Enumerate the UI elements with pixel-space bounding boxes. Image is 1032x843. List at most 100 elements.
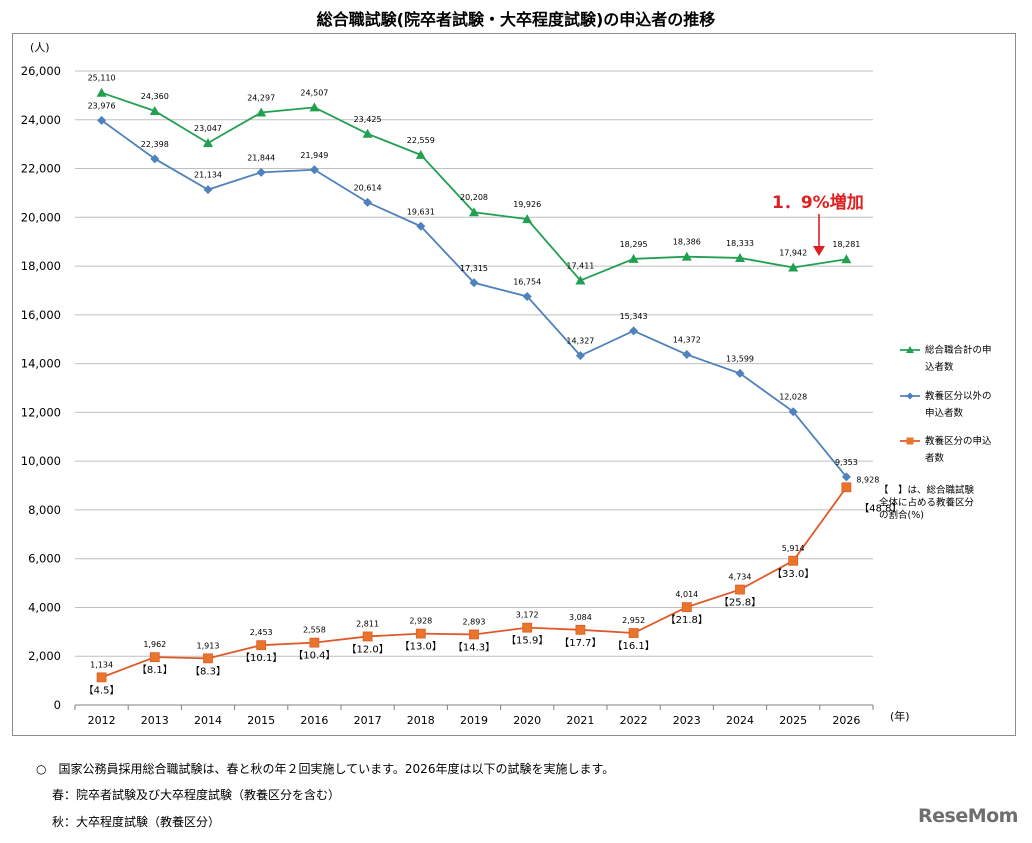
data-label: 23,425 bbox=[354, 115, 382, 124]
ratio-label: 【48.8】 bbox=[859, 502, 901, 514]
data-point-triangle bbox=[203, 138, 213, 148]
y-tick-label: 16,000 bbox=[21, 308, 61, 322]
y-tick-label: 14,000 bbox=[21, 357, 61, 371]
data-label: 18,295 bbox=[620, 240, 648, 249]
x-tick-label: 2021 bbox=[566, 714, 594, 727]
data-label: 19,926 bbox=[513, 200, 541, 209]
data-point-square bbox=[681, 602, 692, 613]
resemom-logo: ReseMom bbox=[918, 805, 1018, 827]
data-label: 3,172 bbox=[516, 611, 539, 620]
data-label: 4,734 bbox=[729, 573, 752, 582]
data-label: 13,599 bbox=[726, 354, 754, 363]
y-tick-label: 20,000 bbox=[21, 210, 61, 224]
x-tick-label: 2020 bbox=[513, 714, 541, 727]
x-tick-label: 2023 bbox=[673, 714, 701, 727]
data-label: 1,962 bbox=[143, 640, 166, 649]
data-point-diamond bbox=[256, 167, 266, 177]
y-tick-label: 22,000 bbox=[21, 162, 61, 176]
x-tick-label: 2019 bbox=[460, 714, 488, 727]
data-point-square bbox=[309, 637, 320, 648]
legend-marker bbox=[906, 346, 914, 353]
data-point-triangle bbox=[362, 128, 373, 138]
data-point-triangle bbox=[735, 252, 745, 262]
data-label: 24,297 bbox=[247, 94, 275, 103]
data-label: 9,353 bbox=[835, 458, 858, 467]
data-point-diamond bbox=[203, 185, 213, 195]
y-tick-label: 12,000 bbox=[21, 405, 61, 419]
ratio-label: 【21.8】 bbox=[666, 614, 708, 626]
x-tick-label: 2014 bbox=[194, 714, 222, 727]
legend-marker bbox=[906, 392, 914, 400]
data-point-square bbox=[522, 622, 533, 633]
note-line-3: 秋：大卒程度試験（教養区分） bbox=[52, 815, 221, 829]
y-tick-label: 26,000 bbox=[21, 64, 61, 78]
legend-entry-0: 総合職合計の申 bbox=[925, 344, 992, 356]
data-label: 16,754 bbox=[513, 277, 541, 286]
data-label: 2,952 bbox=[622, 616, 645, 625]
data-label: 4,014 bbox=[675, 590, 698, 599]
data-label: 2,893 bbox=[463, 617, 486, 626]
y-tick-label: 4,000 bbox=[28, 600, 61, 614]
data-point-diamond bbox=[629, 326, 639, 336]
ratio-note: 【 】は、総合職試験 bbox=[879, 484, 975, 496]
data-label: 1,134 bbox=[90, 660, 113, 669]
y-tick-label: 24,000 bbox=[21, 113, 61, 127]
y-tick-label: 18,000 bbox=[21, 259, 61, 273]
ratio-label: 【16.1】 bbox=[612, 640, 654, 652]
data-label: 2,811 bbox=[356, 619, 379, 628]
data-label: 24,507 bbox=[300, 88, 328, 97]
data-label: 23,976 bbox=[88, 101, 116, 110]
legend-entry-1: 教養区分以外の bbox=[925, 390, 992, 402]
data-point-triangle bbox=[522, 214, 533, 224]
data-label: 15,343 bbox=[620, 312, 648, 321]
data-label: 12,028 bbox=[779, 393, 807, 402]
ratio-note: の割合(%) bbox=[879, 509, 924, 521]
data-label: 17,942 bbox=[779, 248, 807, 257]
data-label: 23,047 bbox=[194, 124, 222, 133]
x-tick-label: 2015 bbox=[247, 714, 275, 727]
legend-entry-1: 申込者数 bbox=[925, 407, 964, 419]
data-point-diamond bbox=[788, 407, 798, 417]
data-label: 8,928 bbox=[856, 475, 879, 484]
data-label: 5,914 bbox=[782, 544, 805, 553]
y-tick-label: 6,000 bbox=[28, 552, 61, 566]
data-point-diamond bbox=[735, 368, 745, 378]
data-point-triangle bbox=[841, 254, 852, 264]
x-tick-label: 2024 bbox=[726, 714, 754, 727]
data-label: 17,411 bbox=[566, 261, 594, 270]
data-point-triangle bbox=[575, 275, 586, 285]
data-point-square bbox=[362, 631, 373, 642]
legend-entry-2: 教養区分の申込 bbox=[925, 435, 992, 447]
ratio-label: 【14.3】 bbox=[453, 641, 495, 653]
data-label: 22,559 bbox=[407, 136, 435, 145]
data-label: 25,110 bbox=[88, 74, 116, 83]
data-point-square bbox=[96, 672, 107, 683]
x-tick-label: 2018 bbox=[407, 714, 435, 727]
data-point-triangle bbox=[469, 207, 479, 217]
x-tick-label: 2013 bbox=[141, 714, 169, 727]
data-point-square bbox=[575, 624, 586, 635]
x-tick-label: 2022 bbox=[620, 714, 648, 727]
note-line-1: ○ 国家公務員採用総合職試験は、春と秋の年２回実施しています。2026年度は以下… bbox=[36, 762, 615, 776]
data-label: 1,913 bbox=[197, 641, 220, 650]
data-label: 20,614 bbox=[354, 183, 382, 192]
y-tick-label: 0 bbox=[54, 698, 61, 712]
chart-title: 総合職試験(院卒者試験・大卒程度試験)の申込者の推移 bbox=[316, 10, 716, 29]
ratio-label: 【17.7】 bbox=[559, 637, 601, 649]
data-label: 21,949 bbox=[300, 151, 328, 160]
ratio-label: 【10.4】 bbox=[293, 650, 335, 662]
ratio-label: 【12.0】 bbox=[346, 643, 388, 655]
data-point-square bbox=[149, 652, 160, 663]
data-label: 2,558 bbox=[303, 626, 326, 635]
ratio-label: 【4.5】 bbox=[84, 684, 120, 696]
y-axis-unit: (人) bbox=[30, 41, 50, 54]
y-tick-label: 8,000 bbox=[28, 503, 61, 517]
data-point-triangle bbox=[788, 262, 799, 272]
data-point-diamond bbox=[575, 351, 585, 361]
x-tick-label: 2017 bbox=[354, 714, 382, 727]
data-label: 2,453 bbox=[250, 628, 273, 637]
x-tick-label: 2016 bbox=[300, 714, 328, 727]
data-point-triangle bbox=[256, 107, 267, 117]
data-point-square bbox=[841, 482, 852, 493]
data-point-diamond bbox=[469, 278, 479, 288]
